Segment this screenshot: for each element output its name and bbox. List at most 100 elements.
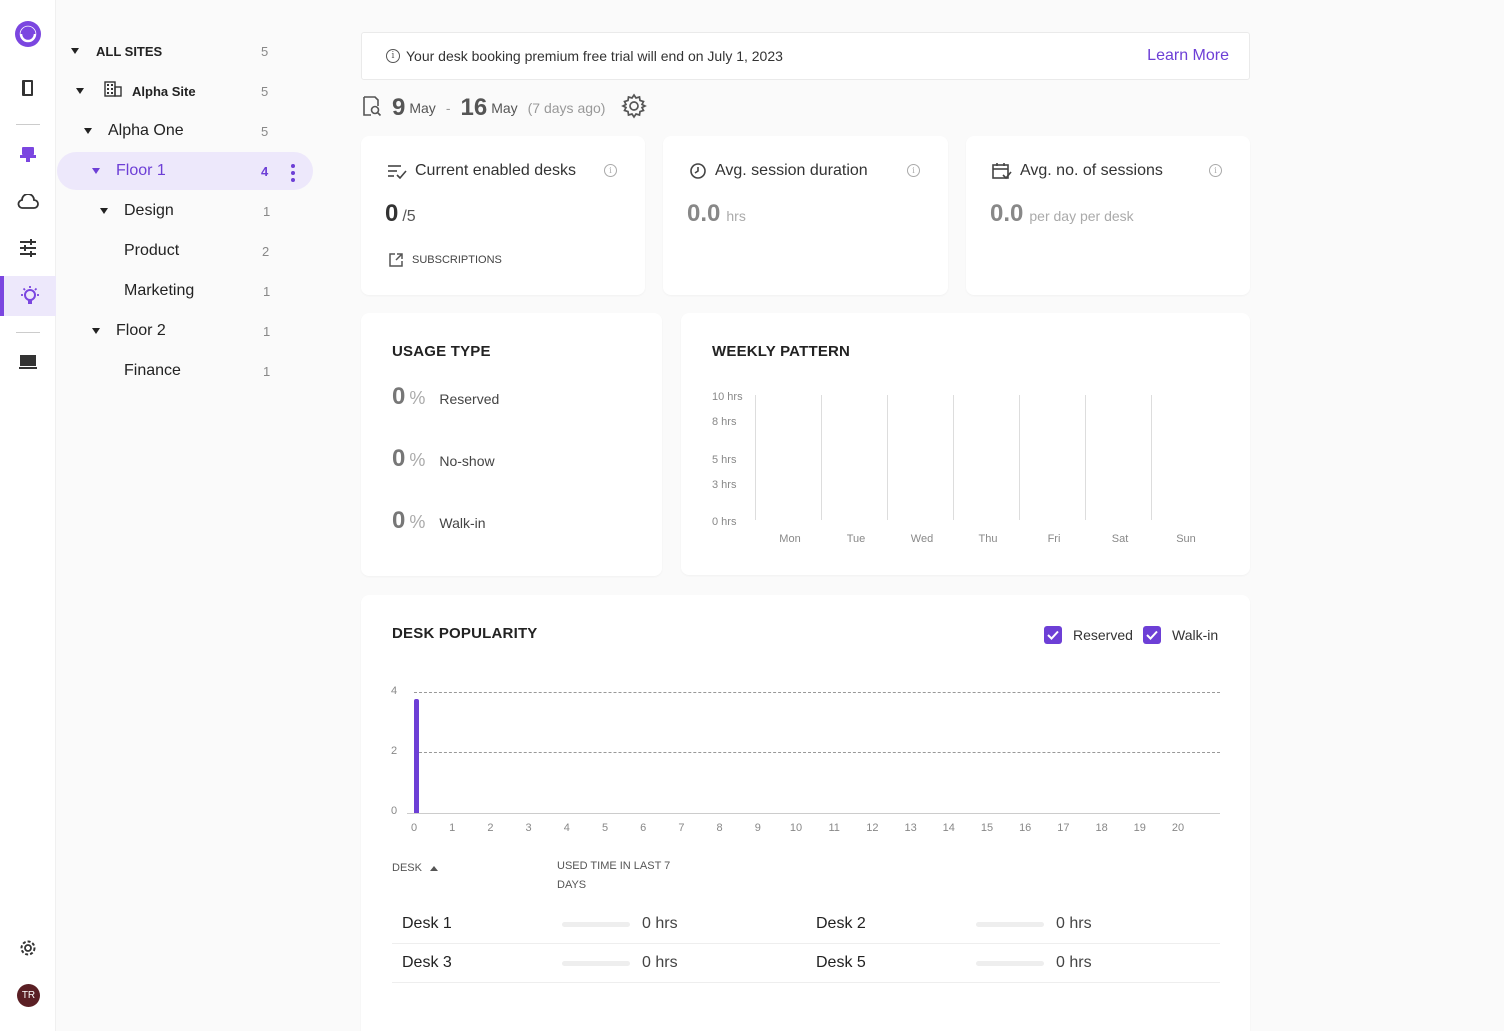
x-tick-label: 19	[1133, 822, 1146, 834]
y-tick-label: 2	[391, 745, 398, 757]
caret-down-icon[interactable]	[92, 168, 100, 174]
session-duration-card: Avg. session duration i 0.0 hrs	[663, 136, 948, 295]
learn-more-link[interactable]: Learn More	[1147, 47, 1229, 64]
sessions-value: 0.0	[990, 200, 1024, 227]
usage-bar	[976, 922, 1044, 927]
stat-title: Avg. no. of sessions	[1020, 162, 1163, 179]
x-tick-label: 12	[866, 822, 879, 834]
x-tick-label: Thu	[978, 533, 998, 545]
x-tick-label: 17	[1057, 822, 1070, 834]
tree-item-design[interactable]: Design 1	[57, 192, 287, 230]
desk-usage: 0 hrs	[1056, 915, 1092, 932]
x-tick-label: 10	[789, 822, 803, 834]
tree-item-alpha-site[interactable]: Alpha Site 5	[57, 72, 287, 110]
x-tick-label: 2	[487, 822, 494, 834]
usage-bar	[562, 961, 630, 966]
laptop-icon[interactable]	[0, 342, 56, 382]
reserved-filter[interactable]: Reserved	[1044, 626, 1133, 644]
tree-item-product[interactable]: Product 2	[124, 242, 270, 259]
desk-name[interactable]: Desk 1	[402, 915, 452, 932]
x-tick-label: 5	[601, 822, 609, 834]
caret-down-icon[interactable]	[92, 328, 100, 334]
usage-bar	[976, 961, 1044, 966]
x-tick-label: Sun	[1176, 533, 1196, 545]
x-tick-label: 3	[525, 822, 532, 834]
y-tick-label: 3 hrs	[712, 478, 737, 491]
caret-down-icon[interactable]	[100, 208, 108, 214]
start-month: May	[409, 100, 436, 116]
day-gridline	[1151, 395, 1152, 520]
date-settings-gear-icon[interactable]	[621, 92, 648, 124]
sessions-unit: per day per desk	[1029, 208, 1134, 224]
info-icon[interactable]: i	[604, 164, 617, 177]
walkin-filter[interactable]: Walk-in	[1143, 626, 1218, 644]
trial-message: Your desk booking premium free trial wil…	[406, 48, 783, 64]
y-tick-label: 0 hrs	[712, 516, 737, 528]
desk-name[interactable]: Desk 5	[816, 954, 866, 971]
x-tick-label: Tue	[846, 533, 866, 545]
x-tick-label: 18	[1095, 822, 1108, 834]
days-ago: (7 days ago)	[527, 100, 606, 116]
desk-usage: 0 hrs	[1056, 954, 1092, 971]
info-icon[interactable]: i	[1209, 164, 1222, 177]
used-time-column-header: USED TIME IN LAST 7 DAYS	[557, 860, 671, 891]
caret-down-icon[interactable]	[76, 88, 84, 94]
day-gridline	[1019, 395, 1020, 520]
desk-usage: 0 hrs	[642, 954, 678, 971]
stat-title: Avg. session duration	[715, 162, 868, 179]
x-tick-label: 16	[1019, 822, 1032, 834]
desk-popularity-bar[interactable]	[414, 699, 419, 813]
sort-asc-icon[interactable]	[429, 865, 438, 871]
desk-column-header[interactable]: DESK	[392, 859, 438, 878]
desk-name[interactable]: Desk 2	[816, 915, 866, 932]
x-tick-label: 13	[904, 822, 917, 834]
desk-usage: 0 hrs	[642, 915, 678, 932]
calendar-search-icon[interactable]	[362, 95, 382, 122]
tree-item-all-sites[interactable]: ALL SITES 5	[57, 32, 287, 70]
user-avatar[interactable]: TR	[17, 984, 40, 1007]
tree-item-floor-2[interactable]: Floor 2 1	[57, 312, 287, 350]
x-tick-label: 4	[563, 822, 570, 834]
tree-item-alpha-one[interactable]: Alpha One 5	[57, 112, 287, 150]
checkbox-checked-icon[interactable]	[1143, 626, 1161, 644]
calendar-check-icon	[992, 163, 1012, 180]
x-tick-label: 7	[678, 822, 685, 834]
insights-bulb-icon[interactable]	[0, 276, 56, 316]
y-tick-label: 8 hrs	[712, 416, 737, 428]
desk-booking-icon[interactable]	[0, 134, 56, 174]
x-tick-label: 11	[828, 822, 840, 834]
sliders-icon[interactable]	[0, 228, 56, 268]
x-tick-label: 9	[754, 822, 761, 834]
door-icon[interactable]	[0, 68, 56, 108]
cloud-icon[interactable]	[0, 182, 56, 222]
sessions-card: Avg. no. of sessions i 0.0 per day per d…	[966, 136, 1250, 295]
gridline	[414, 692, 1220, 693]
caret-down-icon[interactable]	[84, 128, 92, 134]
subscriptions-link[interactable]: SUBSCRIPTIONS	[388, 252, 502, 268]
x-tick-label: 20	[1171, 822, 1185, 834]
more-options-icon[interactable]	[291, 164, 295, 182]
desk-name[interactable]: Desk 3	[402, 954, 452, 971]
building-icon	[104, 80, 122, 102]
usage-row-walk-in: 0 % Walk-in	[392, 507, 486, 534]
day-gridline	[821, 395, 822, 520]
external-link-icon	[389, 253, 403, 267]
tree-item-marketing[interactable]: Marketing 1	[124, 282, 271, 299]
caret-down-icon[interactable]	[71, 48, 79, 54]
tree-item-floor-1[interactable]: Floor 1 4	[57, 152, 313, 190]
logo-icon[interactable]	[0, 14, 56, 54]
stat-title: Current enabled desks	[415, 162, 576, 179]
day-gridline	[953, 395, 954, 520]
y-tick-label: 0	[391, 805, 398, 817]
day-gridline	[1085, 395, 1086, 520]
gridline	[414, 752, 1220, 753]
tree-item-finance[interactable]: Finance 1	[124, 362, 271, 379]
settings-gear-icon[interactable]	[0, 928, 56, 968]
date-range[interactable]: 9 May - 16 May (7 days ago)	[362, 92, 648, 124]
info-icon[interactable]: i	[907, 164, 920, 177]
clock-icon	[690, 163, 706, 179]
checkbox-checked-icon[interactable]	[1044, 626, 1062, 644]
start-day: 9	[392, 94, 406, 121]
usage-row-reserved: 0 % Reserved	[392, 383, 500, 410]
